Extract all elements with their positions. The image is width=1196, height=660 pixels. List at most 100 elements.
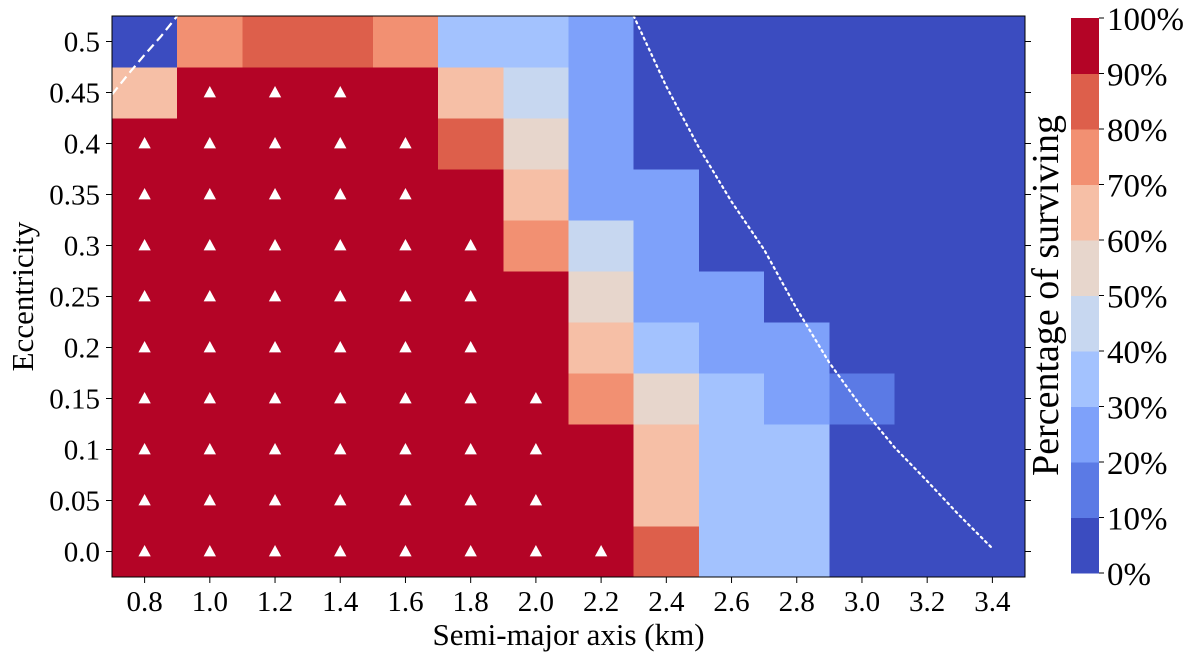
heatmap-cell <box>372 67 439 119</box>
triangle-marker <box>268 443 282 455</box>
triangle-marker <box>334 188 347 200</box>
y-tick-label: 0.0 <box>64 537 100 569</box>
colorbar-bin <box>1071 129 1099 185</box>
triangle-marker <box>268 137 282 149</box>
heatmap-cell <box>633 67 700 119</box>
triangle-marker <box>334 545 347 557</box>
heatmap-cell <box>959 169 1026 221</box>
heatmap-cell <box>829 424 896 476</box>
heatmap-cell <box>829 16 896 68</box>
heatmap-cell <box>959 118 1026 170</box>
heatmap-cell <box>307 16 374 68</box>
heatmap-cell <box>764 220 830 272</box>
colorbar-tick-label: 60% <box>1107 224 1168 260</box>
triangle-marker <box>268 290 282 302</box>
triangle-marker <box>529 443 543 455</box>
heatmap-cell <box>829 373 896 425</box>
colorbar-tick-label: 50% <box>1107 280 1168 316</box>
triangle-marker <box>203 290 216 302</box>
x-tick-label: 0.8 <box>126 586 162 618</box>
triangle-marker <box>268 188 282 200</box>
triangle-marker <box>399 341 412 353</box>
heatmap-cell <box>242 16 309 68</box>
heatmap-cell <box>959 424 1026 476</box>
heatmap-cell <box>764 475 830 527</box>
colorbar-tick-label: 10% <box>1107 502 1168 538</box>
heatmap-cell <box>894 475 961 527</box>
heatmap-cell <box>633 169 700 221</box>
y-tick-label: 0.45 <box>49 78 100 110</box>
triangle-marker <box>399 239 412 251</box>
triangle-marker <box>138 290 151 302</box>
heatmap-cell <box>894 271 961 323</box>
colorbar-tick-label: 70% <box>1107 169 1168 205</box>
heatmap-cell <box>633 220 700 272</box>
heatmap-cell <box>177 16 244 68</box>
heatmap-cell <box>959 373 1026 425</box>
heatmap-cell <box>568 271 635 323</box>
heatmap-cell <box>764 118 830 170</box>
heatmap-cell <box>764 526 830 578</box>
heatmap-cell <box>829 475 896 527</box>
y-axis-label: Eccentricity <box>5 221 40 371</box>
heatmap-cell <box>568 373 635 425</box>
heatmap-cell <box>568 322 635 374</box>
heatmap-cell <box>959 322 1026 374</box>
heatmap-cell <box>633 271 700 323</box>
heatmap-cell <box>503 220 570 272</box>
triangle-marker <box>399 188 412 200</box>
colorbar-tick-label: 30% <box>1107 391 1168 427</box>
triangle-marker <box>594 545 608 557</box>
triangle-marker <box>464 392 477 404</box>
triangle-marker <box>203 443 216 455</box>
y-tick-label: 0.3 <box>64 231 100 263</box>
heatmap-cell <box>568 169 635 221</box>
x-tick-label: 2.4 <box>648 586 685 618</box>
triangle-marker <box>334 341 347 353</box>
heatmap-cell <box>959 67 1026 119</box>
triangle-marker <box>399 137 412 149</box>
heatmap-cell <box>764 169 830 221</box>
triangle-marker <box>203 545 216 557</box>
heatmap-cell <box>894 118 961 170</box>
heatmap-cell <box>698 271 765 323</box>
triangle-marker <box>268 545 282 557</box>
dashed-boundary-curve <box>111 15 179 96</box>
heatmap-cell <box>568 220 635 272</box>
heatmap-cell <box>633 118 700 170</box>
triangle-marker <box>203 137 216 149</box>
heatmap-cell <box>829 118 896 170</box>
triangle-marker <box>334 392 347 404</box>
heatmap-cell <box>503 16 570 68</box>
triangle-marker <box>464 239 477 251</box>
x-tick-label: 1.6 <box>387 586 423 618</box>
x-tick-label: 1.4 <box>322 586 359 618</box>
heatmap-cell <box>959 526 1026 578</box>
triangle-marker <box>399 545 412 557</box>
triangle-marker <box>203 239 216 251</box>
triangle-marker <box>464 290 477 302</box>
heatmap-cell <box>698 220 765 272</box>
x-tick-label: 1.8 <box>453 586 489 618</box>
x-tick-label: 2.2 <box>583 586 619 618</box>
triangle-marker <box>464 545 477 557</box>
triangle-marker <box>203 341 216 353</box>
heatmap-cell <box>568 67 635 119</box>
triangle-marker <box>334 239 347 251</box>
heatmap-cell <box>698 475 765 527</box>
colorbar-tick-label: 100% <box>1107 2 1184 38</box>
colorbar-bin <box>1071 18 1099 74</box>
heatmap-cell <box>112 67 178 119</box>
y-tick-label: 0.1 <box>64 435 100 467</box>
triangle-marker <box>203 188 216 200</box>
heatmap-cell <box>829 220 896 272</box>
x-tick-label: 2.0 <box>518 586 554 618</box>
triangle-marker <box>334 443 347 455</box>
heatmap-cell <box>829 526 896 578</box>
heatmap-cell <box>633 16 700 68</box>
heatmap-cell <box>698 424 765 476</box>
heatmap-cell <box>698 118 765 170</box>
triangle-marker <box>138 392 151 404</box>
triangle-marker <box>203 86 216 98</box>
triangle-marker <box>334 494 347 506</box>
